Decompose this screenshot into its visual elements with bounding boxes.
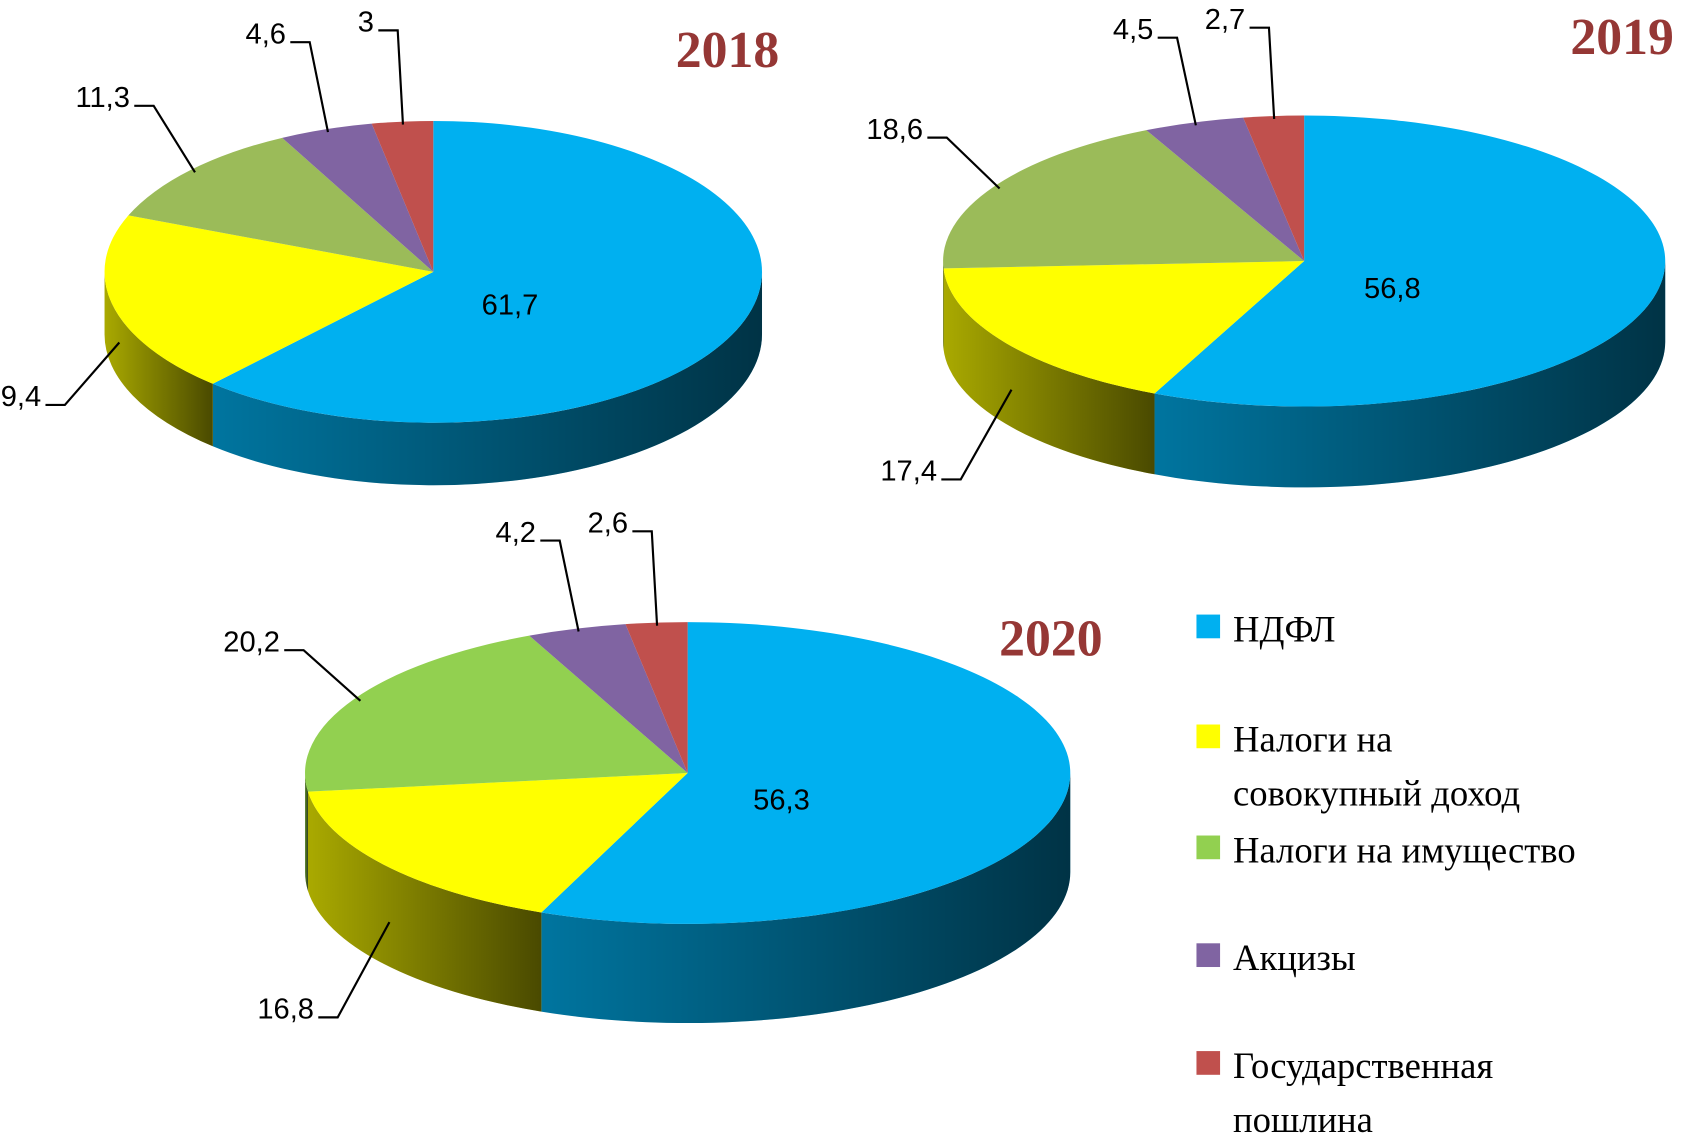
legend-label: Налоги на совокупный доход — [1233, 720, 1521, 814]
legend-swatch — [1196, 943, 1221, 968]
legend-item: Государственная пошлина — [1196, 1040, 1567, 1142]
slice — [305, 635, 688, 891]
legend-item: Налоги на совокупный доход — [1196, 714, 1567, 822]
slice-top — [943, 130, 1305, 269]
value-label: 56,8 — [1364, 273, 1421, 305]
chart-title: 2020 — [999, 611, 1102, 668]
slice-top — [1243, 115, 1305, 262]
slice-side-shade — [943, 268, 1155, 475]
value-label: 56,3 — [753, 785, 810, 817]
legend: НДФЛ Налоги на совокупный доход Налоги на … — [1196, 604, 1690, 1143]
value-label: 20,2 — [223, 626, 280, 658]
legend-label: Налоги на имущество — [1233, 831, 1576, 872]
leader-line — [941, 389, 1013, 481]
legend-swatch — [1196, 724, 1221, 749]
slice-top — [529, 624, 688, 774]
leader-line — [1249, 26, 1276, 120]
slice-top — [305, 635, 688, 792]
slice — [212, 120, 763, 486]
leader-line — [318, 921, 391, 1019]
slice — [307, 773, 688, 1012]
legend-label: НДФЛ — [1233, 610, 1336, 651]
legend-item: НДФЛ — [1196, 604, 1567, 658]
chart-title: 2019 — [1570, 9, 1673, 66]
slice — [104, 215, 434, 447]
slice — [282, 123, 434, 272]
slice — [943, 261, 1305, 475]
slice-side-shade — [212, 271, 763, 486]
slice-side-shade — [104, 271, 213, 447]
value-label: 11,3 — [75, 82, 129, 114]
slice — [1154, 115, 1666, 488]
slice-top — [371, 120, 434, 272]
legend-swatch — [1196, 1051, 1221, 1075]
legend-item: Акцизы — [1196, 933, 1567, 987]
slice-top — [1146, 117, 1305, 262]
slice-side-shade — [307, 791, 542, 1012]
leader-line — [540, 539, 580, 632]
legend-item: Налоги на имущество — [1196, 825, 1664, 879]
slice — [529, 624, 688, 774]
slice — [371, 120, 434, 272]
value-label: 18,6 — [866, 114, 923, 146]
leader-line — [378, 29, 405, 125]
slice-top — [307, 773, 688, 913]
leader-line — [632, 530, 659, 626]
slice — [1146, 117, 1305, 262]
value-label: 3 — [358, 7, 374, 39]
slice — [625, 622, 688, 774]
legend-label: Акцизы — [1233, 938, 1356, 979]
value-label: 19,4 — [0, 381, 41, 413]
legend-swatch — [1196, 835, 1221, 860]
slice-top — [104, 215, 434, 384]
leader-line — [45, 341, 121, 406]
value-label: 17,4 — [880, 456, 937, 488]
slice-top — [212, 120, 763, 423]
slice-side-shade — [541, 773, 1071, 1024]
slice-side-shade — [305, 773, 308, 891]
leader-line — [927, 136, 1001, 190]
slice-top — [282, 123, 434, 272]
slice — [943, 130, 1305, 350]
chart-title: 2018 — [676, 22, 779, 79]
value-label: 4,5 — [1113, 14, 1153, 46]
legend-box: НДФЛ Налоги на совокупный доход Налоги на … — [1196, 604, 1690, 1143]
leader-line — [1157, 36, 1197, 126]
value-label: 4,6 — [246, 18, 286, 50]
legend-label: Государственная пошлина — [1233, 1046, 1494, 1141]
value-label: 16,8 — [257, 994, 314, 1026]
value-label: 61,7 — [482, 290, 539, 322]
leader-line — [284, 649, 362, 702]
slice — [541, 622, 1071, 1024]
legend-swatch — [1196, 614, 1221, 639]
slice — [1243, 115, 1305, 262]
value-label: 2,7 — [1205, 4, 1245, 36]
leader-line — [134, 104, 196, 173]
slice-top — [541, 622, 1071, 924]
slice-top — [625, 622, 688, 774]
value-label: 2,6 — [588, 508, 628, 540]
slice — [128, 137, 434, 272]
slice-side-shade — [1154, 261, 1666, 488]
leader-line — [290, 41, 330, 133]
slice-top — [1154, 115, 1666, 407]
slice-top — [128, 137, 434, 272]
value-label: 4,2 — [496, 517, 536, 549]
slice-top — [943, 261, 1305, 394]
